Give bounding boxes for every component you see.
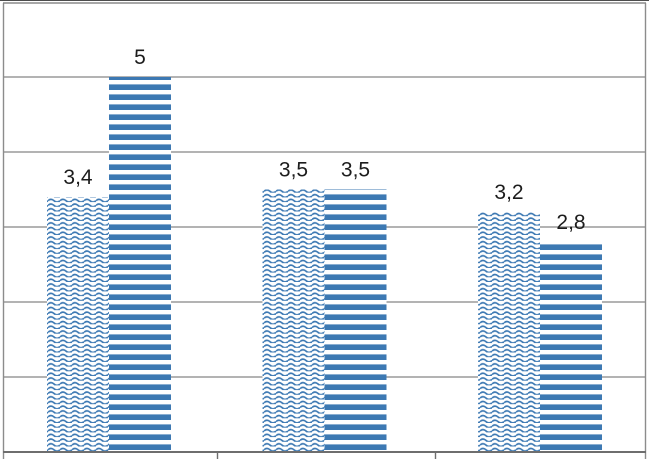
data-label: 5 <box>134 46 146 69</box>
bar-hstripes-group2 <box>324 189 387 452</box>
bar-hstripes-group1 <box>109 77 171 452</box>
data-label: 3,4 <box>63 166 93 189</box>
bar-wave-group1 <box>47 197 109 452</box>
data-label: 2,8 <box>556 211 585 234</box>
data-label: 3,5 <box>341 159 370 182</box>
bar-wave-group2 <box>262 189 325 452</box>
data-label: 3,5 <box>279 159 308 182</box>
bar-hstripes-group3 <box>540 242 602 452</box>
data-label: 3,2 <box>494 181 523 204</box>
bar-wave-group3 <box>478 212 540 452</box>
